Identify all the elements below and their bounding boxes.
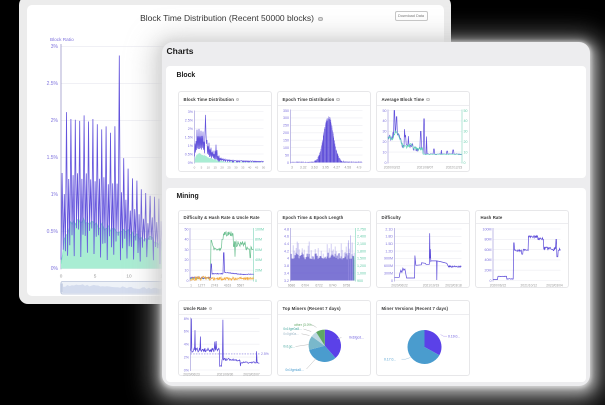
svg-text:2%: 2% bbox=[51, 118, 59, 124]
svg-text:2.5%: 2.5% bbox=[47, 81, 59, 87]
svg-text:0%: 0% bbox=[51, 266, 59, 272]
svg-text:Block Ratio: Block Ratio bbox=[50, 37, 74, 42]
svg-text:3%: 3% bbox=[51, 44, 59, 50]
svg-text:0: 0 bbox=[60, 274, 63, 279]
svg-text:5: 5 bbox=[94, 274, 97, 279]
svg-text:10: 10 bbox=[126, 274, 132, 279]
svg-text:0.5%: 0.5% bbox=[47, 229, 59, 235]
svg-text:1.5%: 1.5% bbox=[47, 155, 59, 161]
svg-text:1%: 1% bbox=[51, 192, 59, 198]
